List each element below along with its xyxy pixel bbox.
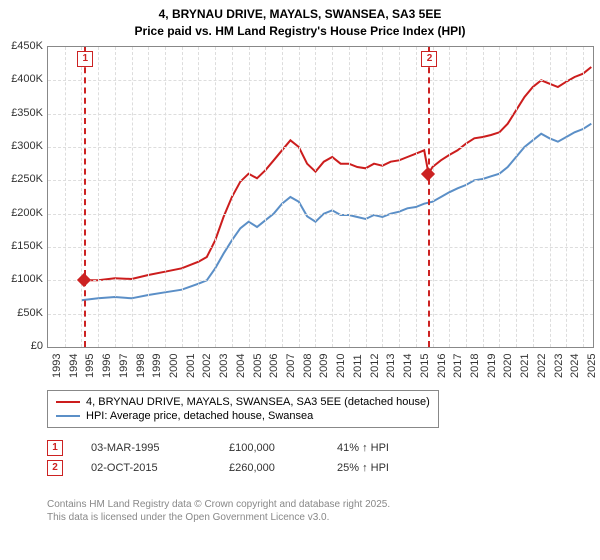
legend-label: HPI: Average price, detached house, Swan… — [86, 410, 313, 422]
x-tick-label: 2008 — [302, 354, 314, 378]
title-line1: 4, BRYNAU DRIVE, MAYALS, SWANSEA, SA3 5E… — [0, 6, 600, 23]
marker-badge-1: 1 — [77, 51, 93, 67]
x-tick-label: 2003 — [218, 354, 230, 378]
transaction-row: 2 02-OCT-2015 £260,000 25% ↑ HPI — [47, 458, 389, 478]
transaction-badge: 2 — [47, 460, 63, 476]
x-tick-label: 2010 — [335, 354, 347, 378]
legend-item: 4, BRYNAU DRIVE, MAYALS, SWANSEA, SA3 5E… — [56, 395, 430, 409]
x-tick-label: 1996 — [101, 354, 113, 378]
legend-label: 4, BRYNAU DRIVE, MAYALS, SWANSEA, SA3 5E… — [86, 396, 430, 408]
copyright-notice: Contains HM Land Registry data © Crown c… — [47, 498, 390, 524]
x-tick-label: 2025 — [586, 354, 598, 378]
x-tick-label: 2021 — [519, 354, 531, 378]
x-tick-label: 2001 — [185, 354, 197, 378]
x-tick-label: 2009 — [318, 354, 330, 378]
y-tick-label: £450K — [3, 40, 43, 52]
x-tick-label: 2015 — [419, 354, 431, 378]
transaction-price: £260,000 — [229, 462, 309, 474]
x-tick-label: 2005 — [252, 354, 264, 378]
y-tick-label: £200K — [3, 207, 43, 219]
chart-plot: 12 — [47, 46, 594, 348]
transaction-badge: 1 — [47, 440, 63, 456]
y-tick-label: £350K — [3, 107, 43, 119]
legend-swatch — [56, 401, 80, 403]
x-tick-label: 2013 — [385, 354, 397, 378]
x-tick-label: 2006 — [268, 354, 280, 378]
transactions-table: 1 03-MAR-1995 £100,000 41% ↑ HPI 2 02-OCT-201… — [47, 438, 389, 478]
legend: 4, BRYNAU DRIVE, MAYALS, SWANSEA, SA3 5E… — [47, 390, 439, 428]
legend-swatch — [56, 415, 80, 417]
chart-lines — [48, 47, 593, 347]
x-tick-label: 2000 — [168, 354, 180, 378]
y-tick-label: £0 — [3, 340, 43, 352]
y-tick-label: £50K — [3, 307, 43, 319]
x-tick-label: 1993 — [51, 354, 63, 378]
x-tick-label: 1998 — [135, 354, 147, 378]
x-tick-label: 2020 — [502, 354, 514, 378]
y-tick-label: £400K — [3, 73, 43, 85]
x-tick-label: 2004 — [235, 354, 247, 378]
transaction-row: 1 03-MAR-1995 £100,000 41% ↑ HPI — [47, 438, 389, 458]
x-tick-label: 2019 — [486, 354, 498, 378]
x-tick-label: 1999 — [151, 354, 163, 378]
transaction-delta: 25% ↑ HPI — [337, 462, 389, 474]
y-tick-label: £300K — [3, 140, 43, 152]
transaction-delta: 41% ↑ HPI — [337, 442, 389, 454]
transaction-price: £100,000 — [229, 442, 309, 454]
x-tick-label: 2016 — [436, 354, 448, 378]
y-tick-label: £100K — [3, 273, 43, 285]
copyright-line1: Contains HM Land Registry data © Crown c… — [47, 498, 390, 511]
x-tick-label: 2018 — [469, 354, 481, 378]
x-tick-label: 2014 — [402, 354, 414, 378]
x-tick-label: 2023 — [553, 354, 565, 378]
transaction-date: 03-MAR-1995 — [91, 442, 201, 454]
x-tick-label: 1997 — [118, 354, 130, 378]
legend-item: HPI: Average price, detached house, Swan… — [56, 409, 430, 423]
x-tick-label: 2024 — [569, 354, 581, 378]
transaction-date: 02-OCT-2015 — [91, 462, 201, 474]
x-tick-label: 2002 — [201, 354, 213, 378]
x-tick-label: 2017 — [452, 354, 464, 378]
chart-header: 4, BRYNAU DRIVE, MAYALS, SWANSEA, SA3 5E… — [0, 0, 600, 40]
copyright-line2: This data is licensed under the Open Gov… — [47, 511, 390, 524]
x-tick-label: 1995 — [84, 354, 96, 378]
x-tick-label: 2011 — [352, 354, 364, 378]
y-tick-label: £150K — [3, 240, 43, 252]
x-tick-label: 1994 — [68, 354, 80, 378]
x-tick-label: 2007 — [285, 354, 297, 378]
marker-badge-2: 2 — [421, 51, 437, 67]
x-tick-label: 2022 — [536, 354, 548, 378]
x-tick-label: 2012 — [369, 354, 381, 378]
y-tick-label: £250K — [3, 173, 43, 185]
title-line2: Price paid vs. HM Land Registry's House … — [0, 23, 600, 40]
